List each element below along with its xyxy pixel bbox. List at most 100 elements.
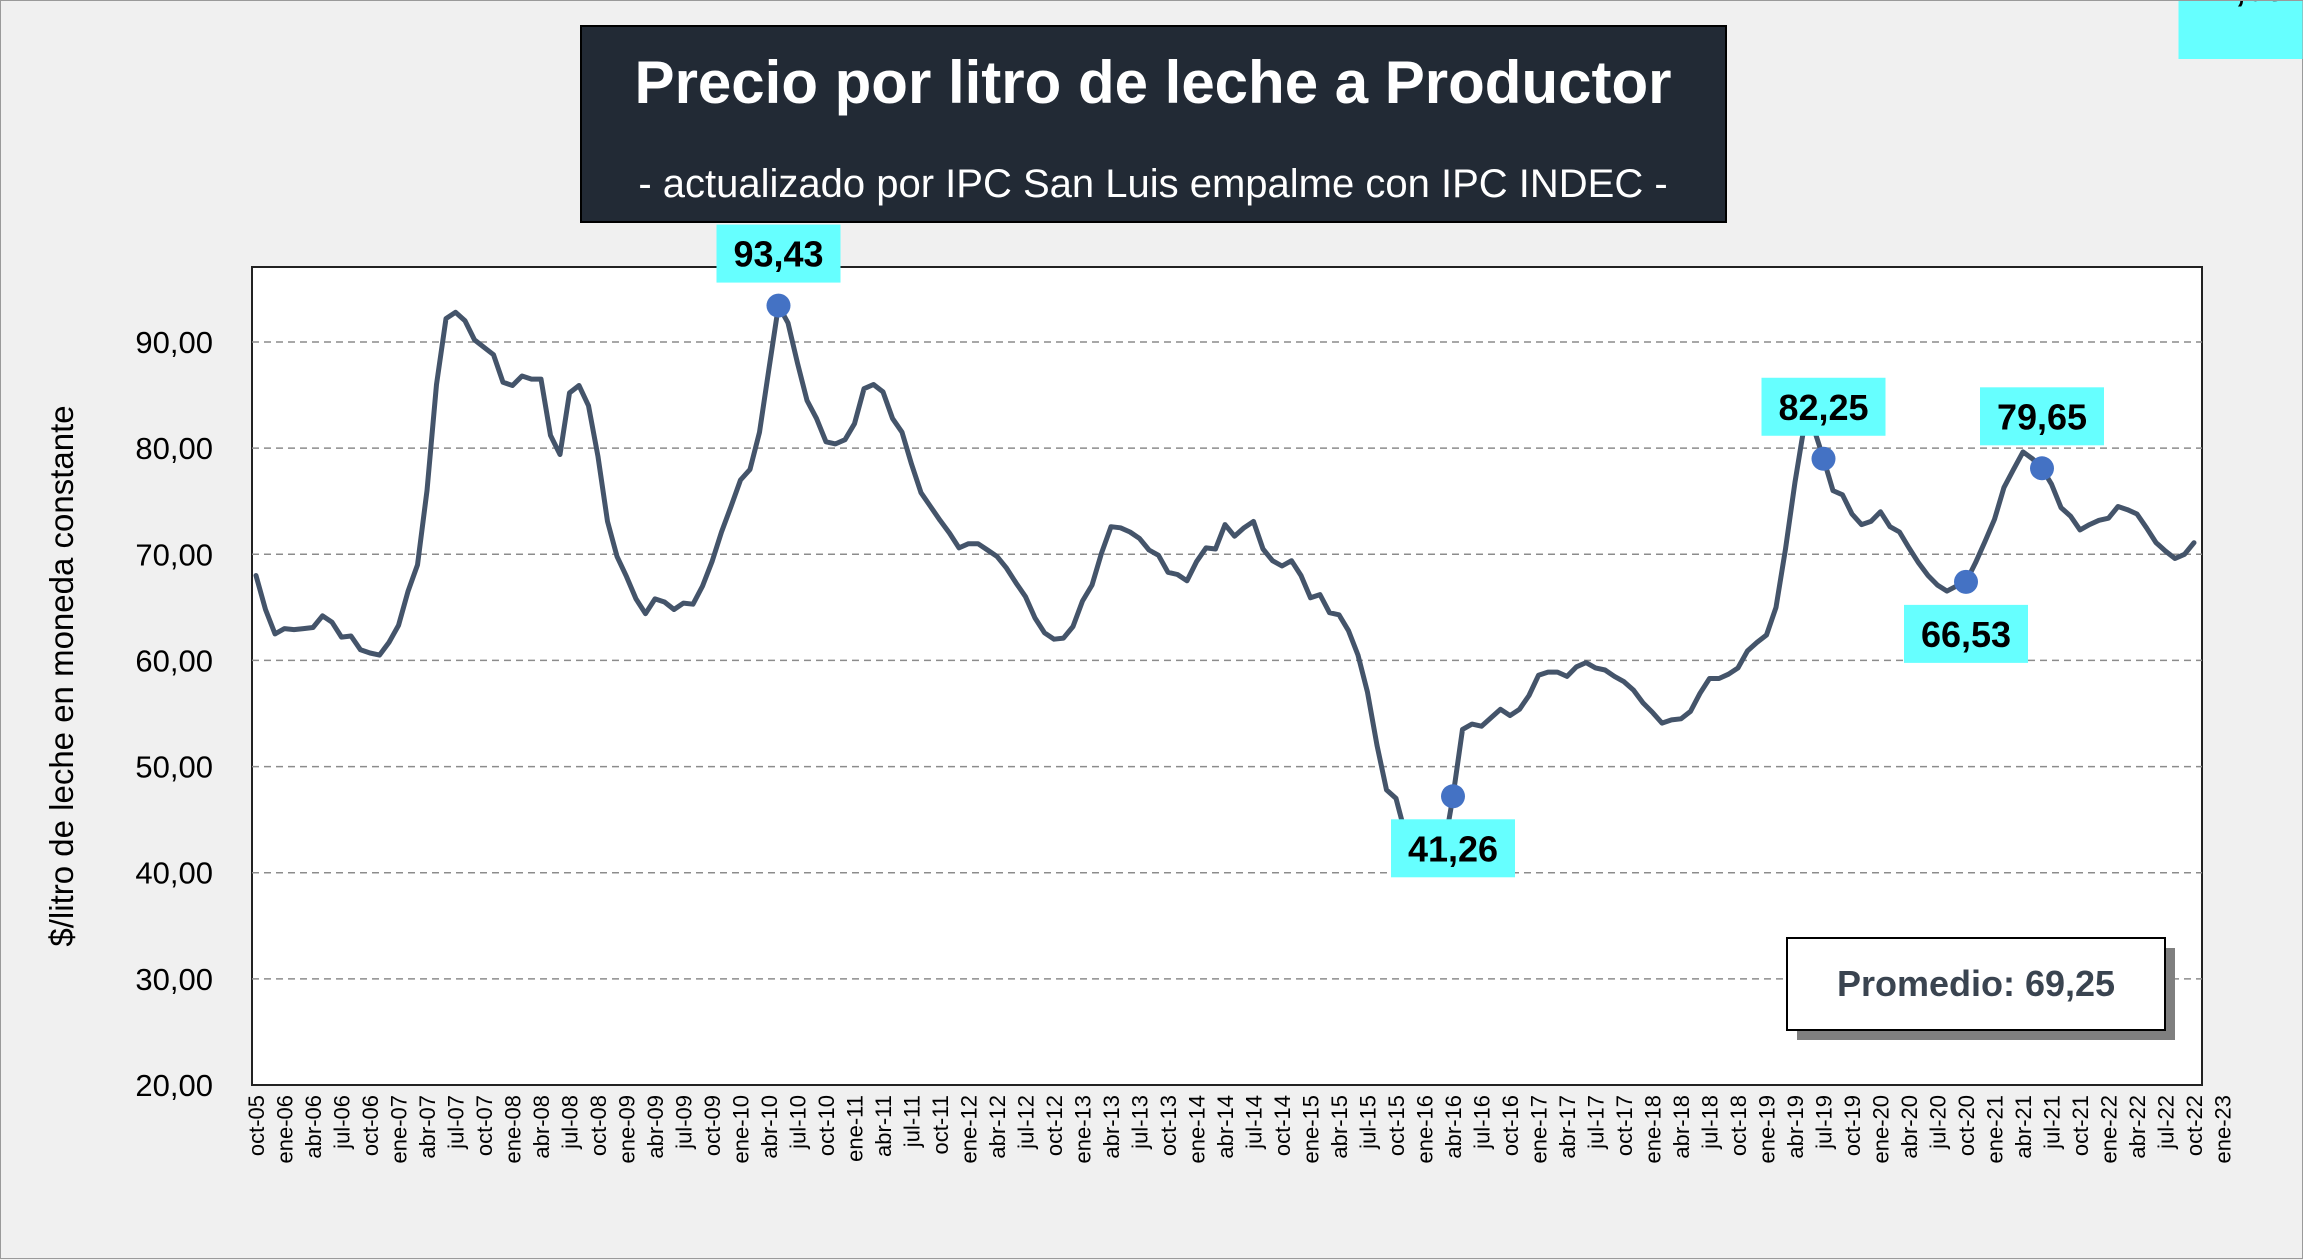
data-label: 82,25 <box>1778 387 1868 428</box>
x-tick-label: abr-16 <box>1441 1095 1466 1159</box>
x-tick-label: oct-14 <box>1270 1095 1295 1156</box>
x-tick-label: abr-17 <box>1555 1095 1580 1159</box>
x-tick-label: ene-20 <box>1869 1095 1894 1164</box>
x-tick-label: oct-15 <box>1384 1095 1409 1156</box>
x-tick-label: oct-16 <box>1498 1095 1523 1156</box>
title-box: Precio por litro de leche a Productor - … <box>580 25 1727 223</box>
y-tick-label: 20,00 <box>135 1068 213 1103</box>
x-tick-label: jul-17 <box>1584 1095 1609 1150</box>
data-label-background <box>2178 1 2303 59</box>
x-tick-label: jul-06 <box>330 1095 355 1150</box>
x-tick-label: oct-09 <box>700 1095 725 1156</box>
x-tick-label: abr-18 <box>1669 1095 1694 1159</box>
data-marker <box>1441 784 1465 809</box>
x-tick-label: abr-21 <box>2011 1095 2036 1159</box>
x-tick-label: abr-07 <box>415 1095 440 1159</box>
data-marker <box>1811 446 1836 471</box>
y-tick-label: 90,00 <box>135 325 213 360</box>
title-background <box>580 25 1727 223</box>
data-label-background <box>1980 387 2104 446</box>
x-tick-label: ene-16 <box>1413 1095 1438 1164</box>
data-label: 66,53 <box>1921 614 2011 655</box>
x-tick-label: jul-07 <box>444 1095 469 1150</box>
x-tick-label: jul-10 <box>786 1095 811 1150</box>
x-axis-ticks: oct-05 ene-06 abr-06 jul-06 oct-06 ene-07 abr-… <box>244 1095 2236 1164</box>
x-tick-label: ene-17 <box>1527 1095 1552 1164</box>
x-tick-label: abr-19 <box>1783 1095 1808 1159</box>
x-tick-label: oct-12 <box>1042 1095 1067 1156</box>
x-tick-label: jul-16 <box>1470 1095 1495 1150</box>
y-tick-label: 40,00 <box>135 856 213 891</box>
x-tick-label: ene-06 <box>273 1095 298 1164</box>
x-tick-label: ene-18 <box>1641 1095 1666 1164</box>
grid-lines <box>252 341 2202 980</box>
y-axis-ticks: 20,00 30,00 40,00 50,00 60,00 70,00 80,00 90,00 <box>135 325 213 1103</box>
x-tick-label: oct-19 <box>1840 1095 1865 1156</box>
x-tick-label: ene-10 <box>729 1095 754 1164</box>
x-tick-label: oct-11 <box>928 1095 953 1155</box>
x-tick-label: abr-20 <box>1897 1095 1922 1159</box>
x-tick-label: oct-08 <box>586 1095 611 1156</box>
x-tick-label: abr-08 <box>529 1095 554 1159</box>
x-tick-label: abr-11 <box>871 1095 896 1157</box>
data-label-background <box>716 224 841 283</box>
x-tick-label: jul-08 <box>558 1095 583 1150</box>
x-tick-label: ene-14 <box>1185 1095 1210 1164</box>
x-tick-label: ene-15 <box>1299 1095 1324 1164</box>
x-tick-label: jul-22 <box>2154 1095 2179 1150</box>
x-tick-label: abr-10 <box>757 1095 782 1159</box>
y-axis-label: $/litro de leche en moneda constante <box>43 405 80 946</box>
data-labels: 93,43 41,26 82,25 66,53 79,65 71,09 <box>716 1 2303 878</box>
x-tick-label: oct-13 <box>1156 1095 1181 1156</box>
chart-subtitle: - actualizado por IPC San Luis empalme c… <box>638 162 1667 206</box>
x-tick-label: oct-22 <box>2182 1095 2207 1156</box>
average-label: Promedio: 69,25 <box>1837 963 2115 1004</box>
x-tick-label: abr-09 <box>643 1095 668 1159</box>
x-tick-label: ene-12 <box>957 1095 982 1164</box>
x-tick-label: abr-22 <box>2125 1095 2150 1159</box>
y-tick-label: 30,00 <box>135 962 213 997</box>
x-tick-label: oct-17 <box>1612 1095 1637 1156</box>
x-tick-label: abr-06 <box>301 1095 326 1159</box>
x-tick-label: oct-07 <box>472 1095 497 1156</box>
x-tick-label: jul-20 <box>1926 1095 1951 1150</box>
x-tick-label: jul-09 <box>672 1095 697 1150</box>
x-tick-label: jul-13 <box>1128 1095 1153 1150</box>
average-box-background <box>1786 937 2166 1031</box>
y-tick-label: 70,00 <box>135 537 213 572</box>
x-tick-label: ene-23 <box>2211 1095 2236 1164</box>
data-label: 93,43 <box>733 234 823 275</box>
data-label-background <box>1391 819 1515 878</box>
x-tick-label: oct-10 <box>814 1095 839 1156</box>
y-tick-label: 80,00 <box>135 431 213 466</box>
x-tick-label: jul-14 <box>1242 1095 1267 1150</box>
x-tick-label: jul-19 <box>1812 1095 1837 1150</box>
x-tick-label: abr-13 <box>1099 1095 1124 1159</box>
data-marker <box>766 293 791 318</box>
data-label-background <box>1904 604 2028 663</box>
x-tick-label: oct-18 <box>1726 1095 1751 1156</box>
x-tick-label: oct-06 <box>358 1095 383 1156</box>
series-line <box>253 303 2197 862</box>
x-tick-label: jul-11 <box>900 1095 925 1148</box>
data-label-background <box>1761 377 1886 436</box>
x-tick-label: abr-14 <box>1213 1095 1238 1159</box>
data-marker <box>1954 569 1978 594</box>
data-marker <box>2030 456 2054 481</box>
x-tick-label: ene-07 <box>387 1095 412 1164</box>
x-tick-label: abr-12 <box>985 1095 1010 1159</box>
x-tick-label: ene-11 <box>843 1095 868 1162</box>
x-tick-label: ene-09 <box>615 1095 640 1164</box>
chart-title: Precio por litro de leche a Productor <box>635 49 1672 116</box>
x-tick-label: jul-12 <box>1014 1095 1039 1150</box>
x-tick-label: oct-05 <box>244 1095 269 1156</box>
data-label: 71,09 <box>2195 1 2285 9</box>
x-tick-label: abr-15 <box>1327 1095 1352 1159</box>
x-tick-label: ene-13 <box>1071 1095 1096 1164</box>
x-tick-label: jul-21 <box>2040 1095 2065 1150</box>
x-tick-label: jul-15 <box>1356 1095 1381 1150</box>
y-tick-label: 50,00 <box>135 750 213 785</box>
data-label: 41,26 <box>1408 828 1498 869</box>
